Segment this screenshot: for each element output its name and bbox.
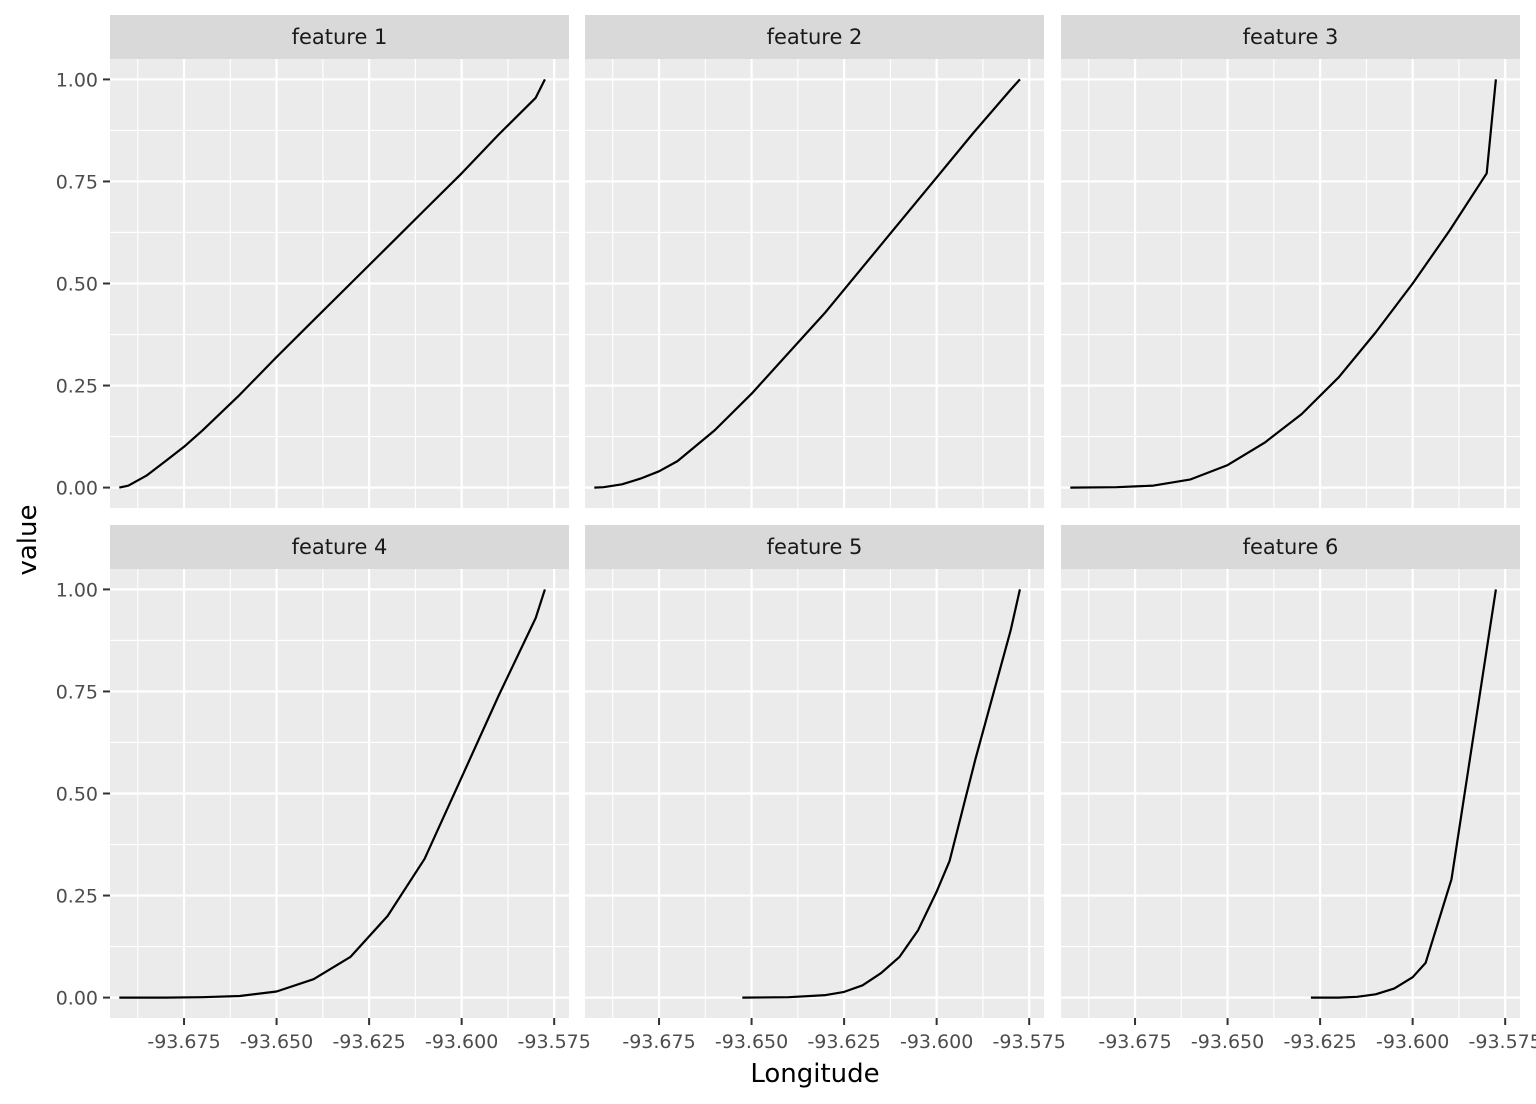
x-tick-label: -93.650: [1191, 1031, 1264, 1053]
series-line: [594, 78, 1021, 489]
facet-panel-1: feature 1 0.00 0.25 0.50 0.75 1.00: [56, 15, 569, 508]
y-tick-label: 0.75: [56, 681, 98, 703]
x-tick-label: -93.675: [147, 1031, 220, 1053]
facet-strip: [1061, 525, 1520, 569]
y-tick-label: 0.50: [56, 784, 98, 806]
x-tick-label: -93.650: [715, 1031, 788, 1053]
x-tick-label: -93.625: [332, 1031, 405, 1053]
y-tick-label: 0.50: [56, 274, 98, 296]
x-tick-label: -93.600: [425, 1031, 498, 1053]
series-line: [742, 589, 1021, 999]
facet-panel-4: feature 4 0.00 0.25 0.50 0.75 1.00 -93.675 -93.…: [56, 525, 591, 1053]
x-tick-label: -93.600: [900, 1031, 973, 1053]
series-line: [1070, 79, 1497, 489]
y-tick-label: 0.25: [56, 376, 98, 398]
facet-panels: feature 1 0.00 0.25 0.50 0.75 1.00 feature 2 fe…: [56, 15, 1536, 1053]
facet-strip: [585, 525, 1044, 569]
facet-strip: [1061, 15, 1520, 59]
facet-strip-label: feature 5: [767, 535, 863, 559]
x-tick-label: -93.575: [1469, 1031, 1536, 1053]
facet-strip-label: feature 4: [292, 535, 388, 559]
x-tick-label: -93.675: [1098, 1031, 1171, 1053]
y-tick-label: 1.00: [56, 69, 98, 91]
facet-strip-label: feature 3: [1243, 25, 1339, 49]
x-axis-title: Longitude: [750, 1059, 879, 1089]
y-tick-label: 0.00: [56, 478, 98, 500]
series-line: [119, 78, 546, 489]
y-tick-label: 0.25: [56, 886, 98, 908]
x-tick-label: -93.625: [807, 1031, 880, 1053]
y-tick-label: 0.75: [56, 171, 98, 193]
facet-strip-label: feature 1: [292, 25, 388, 49]
facet-strip-label: feature 2: [767, 25, 863, 49]
facet-strip: [110, 15, 569, 59]
x-tick-label: -93.650: [240, 1031, 313, 1053]
x-tick-label: -93.600: [1376, 1031, 1449, 1053]
x-tick-label: -93.575: [518, 1031, 591, 1053]
facet-strip: [585, 15, 1044, 59]
series-line: [119, 589, 546, 999]
facet-panel-5: feature 5 -93.675 -93.650 -93.625 -93.600 -93…: [585, 525, 1066, 1053]
y-tick-label: 1.00: [56, 579, 98, 601]
facet-panel-6: feature 6 -93.675 -93.650 -93.625 -93.600 -93…: [1061, 525, 1536, 1053]
x-tick-label: -93.625: [1283, 1031, 1356, 1053]
facet-strip: [110, 525, 569, 569]
x-tick-label: -93.675: [622, 1031, 695, 1053]
y-axis-title: value: [13, 504, 43, 575]
series-line: [1310, 589, 1497, 999]
x-tick-label: -93.575: [993, 1031, 1066, 1053]
facet-panel-3: feature 3: [1061, 15, 1520, 508]
y-tick-label: 0.00: [56, 988, 98, 1010]
facet-strip-label: feature 6: [1243, 535, 1339, 559]
facet-panel-2: feature 2: [585, 15, 1044, 508]
